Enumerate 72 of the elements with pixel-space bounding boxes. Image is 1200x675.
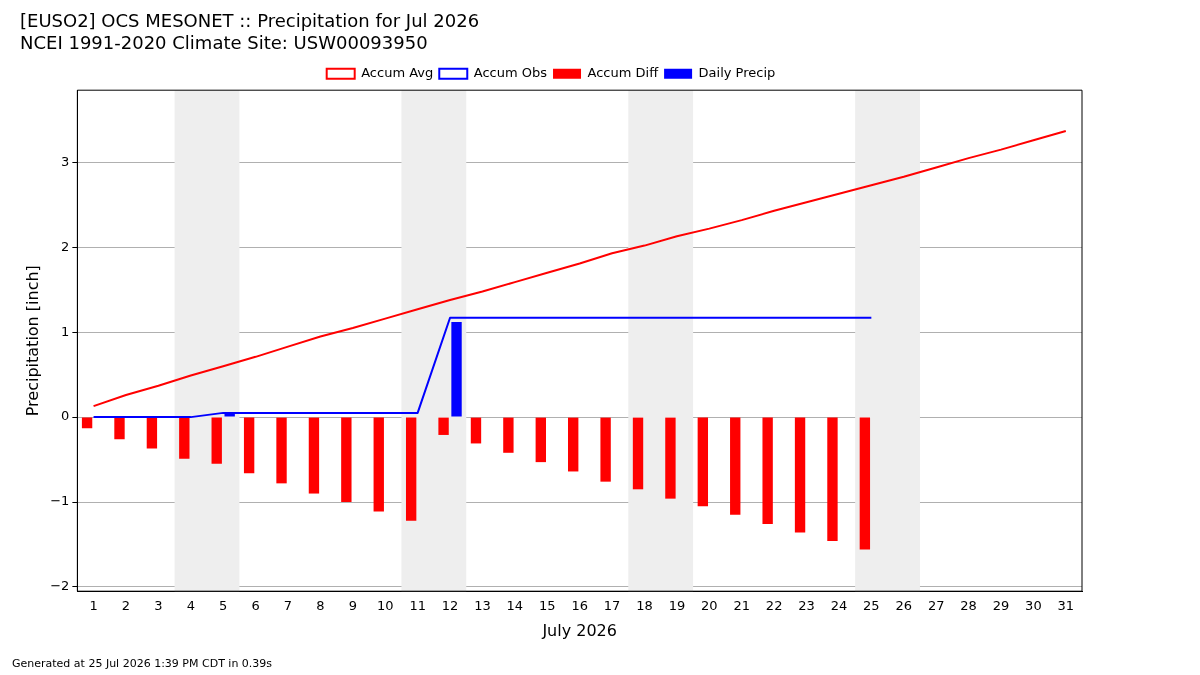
bar	[81, 417, 93, 429]
x-tick-label: 15	[539, 598, 556, 614]
x-tick-label: 12	[441, 598, 459, 614]
y-tick-label: −2	[50, 578, 70, 594]
x-tick-label: 18	[636, 598, 653, 614]
bar	[146, 417, 158, 449]
legend-label: Daily Precip	[698, 65, 776, 81]
x-tick-label: 30	[1025, 598, 1042, 614]
x-tick-label: 22	[765, 598, 783, 614]
x-tick-label: 6	[251, 598, 260, 614]
x-tick-label: 10	[376, 598, 394, 614]
bar	[308, 417, 320, 494]
x-tick-label: 16	[571, 598, 588, 614]
legend-label: Accum Obs	[473, 65, 548, 81]
x-tick-label: 13	[474, 598, 491, 614]
bar	[762, 417, 773, 525]
x-tick-label: 14	[506, 598, 524, 614]
legend-label: Accum Avg	[361, 65, 434, 81]
y-tick-label: −1	[50, 493, 70, 509]
text: Generated at 25 Jul 2026 1:39 PM CDT in 0.39s	[12, 657, 273, 670]
bar	[730, 417, 741, 515]
bar	[243, 417, 255, 474]
bar	[827, 417, 838, 542]
chart-subtitle: NCEI 1991-2020 Climate Site: USW00093950	[20, 32, 428, 54]
y-tick-label: 1	[61, 323, 70, 339]
x-tick-label: 7	[283, 598, 293, 614]
bar	[859, 417, 871, 550]
x-tick-label: 24	[830, 598, 848, 614]
x-axis-title: July 2026	[541, 620, 617, 640]
bar	[451, 322, 462, 417]
y-axis-title: Precipitation [inch]	[22, 265, 42, 417]
x-tick-label: 25	[863, 598, 880, 614]
x-tick-label: 9	[348, 598, 357, 614]
y-tick-label: 3	[61, 153, 70, 169]
bar	[114, 417, 125, 440]
x-tick-label: 2	[121, 598, 131, 614]
x-tick-label: 20	[701, 598, 718, 614]
x-tick-label: 19	[668, 598, 686, 614]
bar	[373, 417, 384, 512]
x-tick-label: 8	[316, 598, 325, 614]
x-tick-label: 23	[798, 598, 815, 614]
chart-title: [EUSO2] OCS MESONET :: Precipitation for Jul 2026	[20, 10, 480, 32]
bar	[697, 417, 709, 507]
y-tick-label: 0	[61, 408, 70, 424]
y-tick-label: 2	[61, 238, 70, 254]
x-tick-label: 4	[186, 598, 195, 614]
x-tick-label: 28	[960, 598, 977, 614]
bar	[405, 417, 417, 521]
x-tick-label: 26	[895, 598, 913, 614]
bar	[438, 417, 449, 435]
bar	[276, 417, 287, 484]
bar	[341, 417, 352, 503]
x-tick-label: 5	[219, 598, 228, 614]
bar	[665, 417, 676, 499]
bar	[179, 417, 190, 459]
x-tick-label: 11	[409, 598, 426, 614]
x-tick-label: 31	[1057, 598, 1075, 614]
x-tick-label: 21	[733, 598, 750, 614]
x-tick-label: 29	[992, 598, 1010, 614]
x-tick-label: 1	[89, 598, 98, 614]
bar	[470, 417, 482, 444]
x-tick-label: 17	[603, 598, 621, 614]
bar	[794, 417, 806, 533]
x-tick-label: 3	[154, 598, 163, 614]
x-tick-label: 27	[927, 598, 945, 614]
bar	[211, 417, 222, 464]
bar	[503, 417, 514, 453]
bar	[600, 417, 611, 482]
legend-label: Accum Diff	[587, 65, 660, 81]
bar	[535, 417, 546, 463]
bar	[568, 417, 579, 472]
bar	[632, 417, 644, 490]
